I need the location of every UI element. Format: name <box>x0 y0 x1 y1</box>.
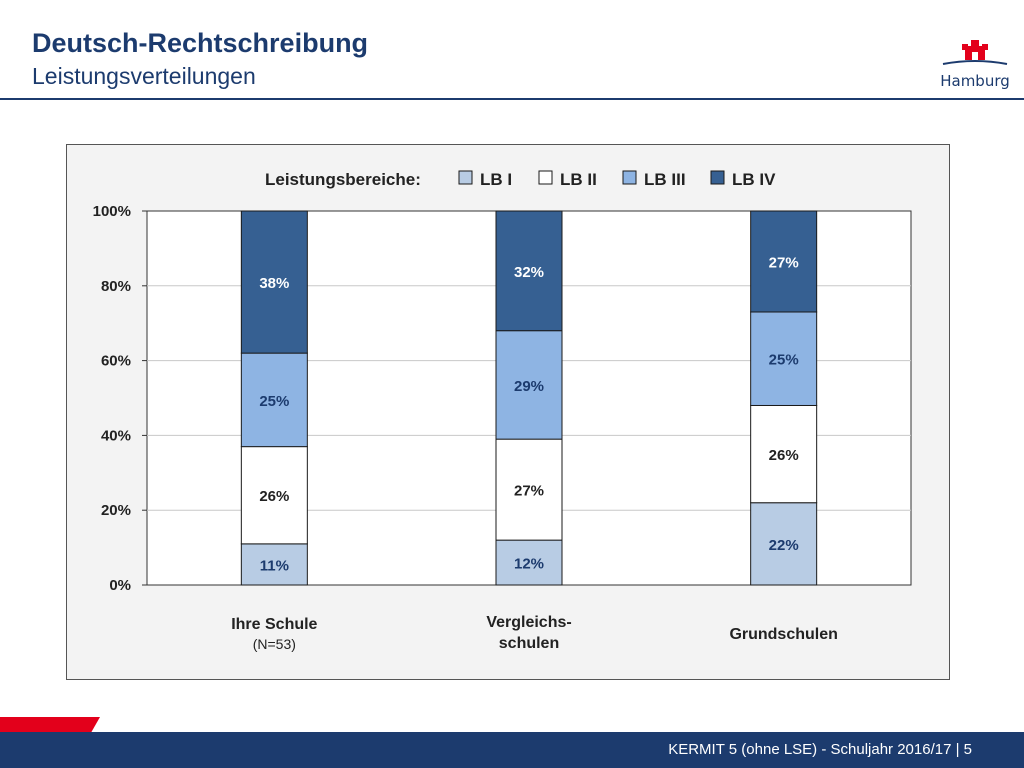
data-label: 12% <box>514 556 544 573</box>
data-label: 26% <box>259 488 289 505</box>
bar-segment <box>240 446 308 545</box>
legend-title: Leistungsbereiche: <box>265 170 421 189</box>
header-divider <box>0 98 1024 100</box>
data-label: 38% <box>259 275 289 292</box>
legend-entry: LB II <box>560 170 597 189</box>
y-tick-label: 60% <box>101 353 131 370</box>
category-label: Vergleichs- <box>486 614 571 631</box>
category-label: schulen <box>499 635 559 652</box>
bar-segment <box>240 352 308 448</box>
data-label: 27% <box>769 254 799 271</box>
data-label: 26% <box>769 447 799 464</box>
legend-entry: LB III <box>644 170 686 189</box>
category-label: Ihre Schule <box>231 616 317 633</box>
castle-icon <box>942 40 1008 65</box>
y-tick-label: 20% <box>101 502 131 519</box>
y-tick-label: 80% <box>101 278 131 295</box>
legend-swatch <box>622 170 637 185</box>
data-label: 11% <box>260 557 289 574</box>
data-label: 22% <box>769 537 799 554</box>
logo-text: Hamburg <box>940 72 1010 90</box>
footer-text: KERMIT 5 (ohne LSE) - Schuljahr 2016/17 … <box>668 741 972 758</box>
stacked-bar-chart: 0% 20% 40% 60% 80% 100% 11% 26% 25% 38% Ihre Schul… <box>93 170 912 652</box>
y-tick-label: 100% <box>93 203 131 220</box>
bar-segment <box>750 311 818 406</box>
legend-swatch <box>538 170 553 185</box>
legend-entry: LB I <box>480 170 512 189</box>
data-label: 27% <box>514 483 544 500</box>
y-tick-label: 0% <box>109 577 131 594</box>
bar-segment <box>240 543 308 586</box>
footer-bar <box>0 732 1024 768</box>
page-title: Deutsch-Rechtschreibung <box>32 28 369 58</box>
data-label: 25% <box>259 393 289 410</box>
data-label: 29% <box>514 378 544 395</box>
hamburg-logo: Hamburg <box>935 40 1015 94</box>
data-label: 32% <box>514 264 544 281</box>
legend-entry: LB IV <box>732 170 776 189</box>
category-label: Grundschulen <box>729 626 837 643</box>
bar-segment <box>750 502 818 586</box>
legend-swatch <box>710 170 725 185</box>
category-sublabel: (N=53) <box>253 636 296 652</box>
bar-segment <box>750 210 818 313</box>
legend-swatch <box>458 170 473 185</box>
chart-frame: 0% 20% 40% 60% 80% 100% 11% 26% 25% 38% Ihre Schul… <box>66 144 950 680</box>
bar-segment <box>495 438 563 541</box>
page-subtitle: Leistungsverteilungen <box>32 63 256 89</box>
bar-segment <box>495 210 563 332</box>
bar-segment <box>750 404 818 504</box>
bar-segment <box>495 539 563 586</box>
bar-segment <box>240 210 308 354</box>
y-tick-label: 40% <box>101 427 131 444</box>
data-label: 25% <box>769 352 799 369</box>
